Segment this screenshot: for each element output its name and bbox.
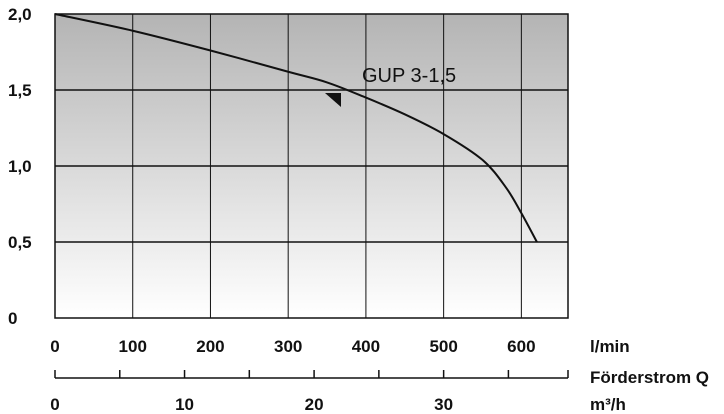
secondary-tick-label: 0 xyxy=(50,395,59,414)
operating-point-marker xyxy=(325,93,341,107)
y-tick-label: 1,5 xyxy=(8,81,32,100)
secondary-tick-label: 10 xyxy=(175,395,194,414)
x-tick-label: 400 xyxy=(352,337,380,356)
x-tick-label: 200 xyxy=(196,337,224,356)
y-tick-labels: 0 0,5 1,0 1,5 2,0 xyxy=(8,5,32,328)
grid-lines xyxy=(55,14,568,318)
secondary-axis-label: Förderstrom Q xyxy=(590,368,709,387)
series-label: GUP 3-1,5 xyxy=(362,65,456,87)
secondary-axis-unit: m³/h xyxy=(590,395,626,414)
secondary-tick-label: 20 xyxy=(305,395,324,414)
secondary-x-ticks: 0 10 20 30 xyxy=(50,370,569,414)
x-tick-label: 500 xyxy=(429,337,457,356)
y-tick-label: 1,0 xyxy=(8,157,32,176)
x-unit-label: l/min xyxy=(590,337,630,356)
y-tick-label: 0,5 xyxy=(8,233,32,252)
x-tick-label: 300 xyxy=(274,337,302,356)
x-tick-label: 0 xyxy=(50,337,59,356)
secondary-tick-label: 30 xyxy=(434,395,453,414)
y-tick-label: 2,0 xyxy=(8,5,32,24)
y-tick-label: 0 xyxy=(8,309,17,328)
x-tick-labels: 0 100 200 300 400 500 600 xyxy=(50,337,535,356)
series-line-gup-3-1-5 xyxy=(54,13,538,243)
x-tick-label: 100 xyxy=(119,337,147,356)
x-tick-label: 600 xyxy=(507,337,535,356)
